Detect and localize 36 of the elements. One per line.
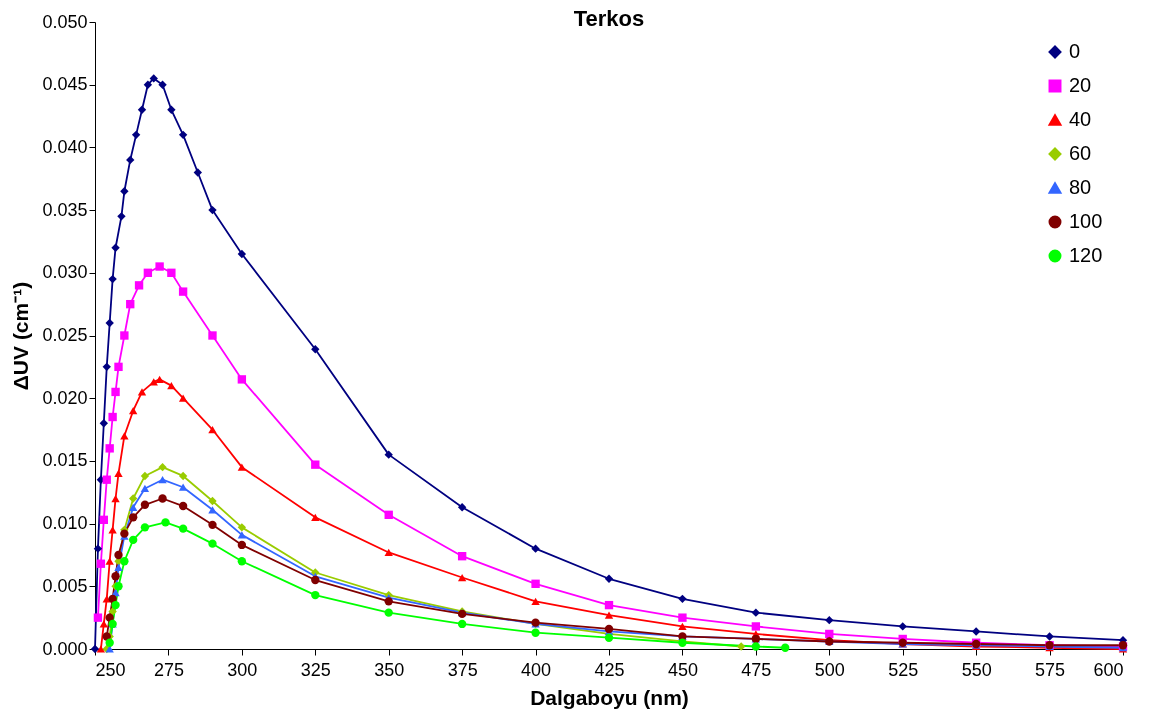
legend-label: 0: [1069, 40, 1081, 62]
y-axis-title: ΔUV (cm⁻¹): [9, 281, 33, 391]
x-tick-label: 350: [374, 659, 405, 680]
legend-label: 20: [1069, 74, 1092, 96]
y-tick-label: 0.050: [42, 11, 88, 32]
x-axis-title: Dalgaboyu (nm): [530, 685, 689, 709]
legend-label: 40: [1069, 108, 1092, 130]
x-tick-label: 325: [300, 659, 331, 680]
y-tick-label: 0.010: [42, 513, 88, 534]
y-tick-label: 0.020: [42, 387, 88, 408]
x-tick-label: 525: [888, 659, 919, 680]
x-tick-label: 375: [447, 659, 478, 680]
legend-label: 120: [1069, 244, 1103, 266]
x-tick-label: 575: [1035, 659, 1066, 680]
x-tick-label: 275: [153, 659, 184, 680]
x-tick-label: 300: [227, 659, 258, 680]
x-tick-label: 550: [961, 659, 992, 680]
y-tick-label: 0.040: [42, 136, 88, 157]
y-tick-label: 0.015: [42, 450, 88, 471]
y-tick-label: 0.000: [42, 638, 88, 659]
x-tick-label: 400: [521, 659, 552, 680]
legend-label: 60: [1069, 142, 1092, 164]
x-tick-label: 600: [1093, 659, 1124, 680]
x-tick-label: 500: [814, 659, 845, 680]
y-tick-label: 0.005: [42, 575, 88, 596]
legend-label: 100: [1069, 210, 1103, 232]
x-tick-label: 425: [594, 659, 625, 680]
x-tick-label: 475: [741, 659, 772, 680]
x-tick-label: 250: [95, 659, 126, 680]
y-tick-label: 0.035: [42, 199, 88, 220]
chart-title: Terkos: [573, 6, 645, 31]
y-tick-label: 0.045: [42, 74, 88, 95]
y-tick-label: 0.030: [42, 262, 88, 283]
x-tick-label: 450: [667, 659, 698, 680]
y-tick-label: 0.025: [42, 325, 88, 345]
legend-label: 80: [1069, 176, 1092, 198]
